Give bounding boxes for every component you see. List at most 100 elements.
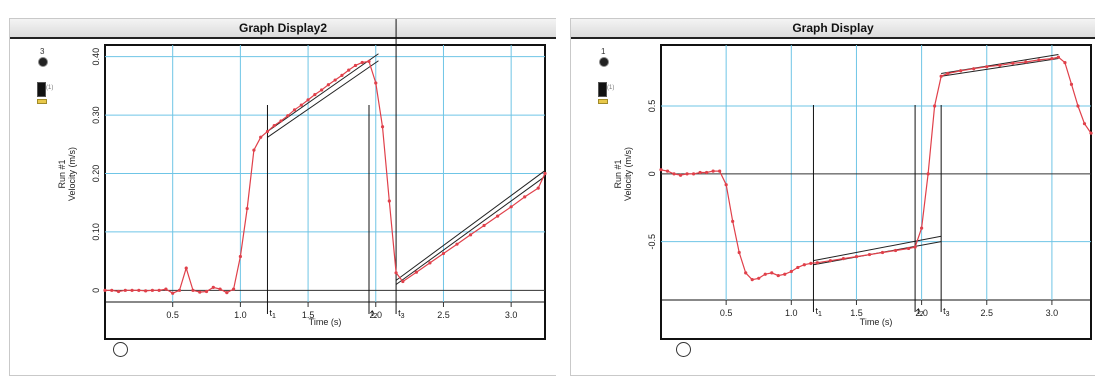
data-point [1056,55,1061,59]
data-point [401,279,405,284]
fit-line [267,53,379,132]
stopwatch-icon[interactable] [676,342,691,357]
data-point [468,233,473,237]
data-point [705,170,709,175]
data-point [1076,104,1080,108]
data-point [110,288,114,292]
data-point [360,60,364,65]
data-point [326,83,330,87]
data-point [211,285,215,289]
data-point [130,288,134,292]
data-point [880,250,885,255]
data-point [455,242,459,246]
data-point [272,124,276,128]
data-point [380,125,385,129]
data-point [998,63,1002,67]
data-point [959,69,963,73]
data-point [685,172,689,176]
data-point [252,148,256,152]
data-point [259,135,263,139]
data-point [394,271,398,275]
data-point [789,269,793,274]
data-point [763,272,767,276]
data-point [744,271,748,275]
data-point [1037,58,1041,62]
data-point [691,172,696,176]
plot-border [660,44,1092,340]
marker-subscript: 1 [818,311,822,318]
graph-panel-left: Graph Display2 3 (1) 0.5 1.0 1.5 2.0 2.5 3.0 0… [9,18,556,376]
marker-subscript: 1 [272,313,276,320]
marker-subscript: 3 [946,311,950,318]
marker-label: t2 [917,306,924,318]
data-point [985,65,989,69]
x-tick-label: 2.5 [437,310,450,320]
chart-area: 0.5 1.0 1.5 2.0 2.5 3.0 -0.5 0 0.5 Time (s) Run #1… [613,44,1093,340]
data-point [1024,60,1028,64]
y-tick-label: -0.5 [647,234,657,250]
record-dot-icon[interactable] [38,57,48,67]
y-tick-label: 0.30 [91,106,101,124]
graph-frame: Graph Display2 3 (1) 0.5 1.0 1.5 2.0 2.5 3.0 0… [9,18,556,376]
y-tick-label: 0 [91,288,101,293]
x-tick-label: 3.0 [505,310,518,320]
legend-label-icon: (1) [607,85,615,91]
data-point [802,263,806,267]
data-point [536,186,540,190]
data-point [340,73,344,77]
data-point [299,103,303,107]
data-point [523,195,527,199]
data-point [1069,82,1074,86]
data-point [333,78,337,82]
data-series-line [660,56,1092,281]
data-point [906,246,911,251]
data-point [367,59,371,63]
data-point [711,169,715,173]
legend-color-icon[interactable] [598,82,607,97]
marker-label: t1 [269,308,276,320]
data-point [116,289,121,294]
fit-line [941,58,1059,77]
x-tick-label: 0.5 [720,308,733,318]
x-tick-label: 1.5 [850,308,863,318]
data-point [482,223,486,228]
data-point [757,276,761,280]
legend-swatch-icon [37,99,47,104]
data-point [157,288,161,292]
data-point [841,257,846,261]
data-point [198,290,202,294]
marker-label: t1 [815,306,822,318]
data-point [347,68,351,72]
x-tick-label: 2.5 [980,308,993,318]
data-point [815,261,819,265]
data-point [313,93,317,97]
data-point [750,278,754,282]
x-tick-label: 2.0 [915,308,928,318]
data-point [809,261,813,265]
data-point [1063,61,1067,65]
legend-color-icon[interactable] [37,82,46,97]
data-point [796,265,800,270]
data-point [926,172,930,176]
data-point [414,270,418,274]
data-point [672,172,676,176]
x-axis-label: Time (s) [309,317,342,327]
data-point [1050,56,1054,61]
data-point [171,291,175,295]
stopwatch-icon[interactable] [113,342,128,357]
data-point [783,272,787,276]
record-dot-icon[interactable] [599,57,609,67]
graph-frame: Graph Display 1 (1) 0.5 1.0 1.5 2.0 2.5 3.0 -0… [570,18,1095,376]
marker-subscript: 2 [374,313,378,320]
data-series-line [105,60,546,294]
y-axis-label: Velocity (m/s) [67,147,77,201]
data-point [238,254,242,259]
data-point [320,88,324,92]
data-point [509,205,513,209]
data-point [1011,61,1015,65]
x-tick-label: 1.0 [785,308,798,318]
data-point [164,287,168,291]
data-point [867,252,872,257]
data-point [698,170,702,175]
y-tick-label: 0.20 [91,165,101,183]
